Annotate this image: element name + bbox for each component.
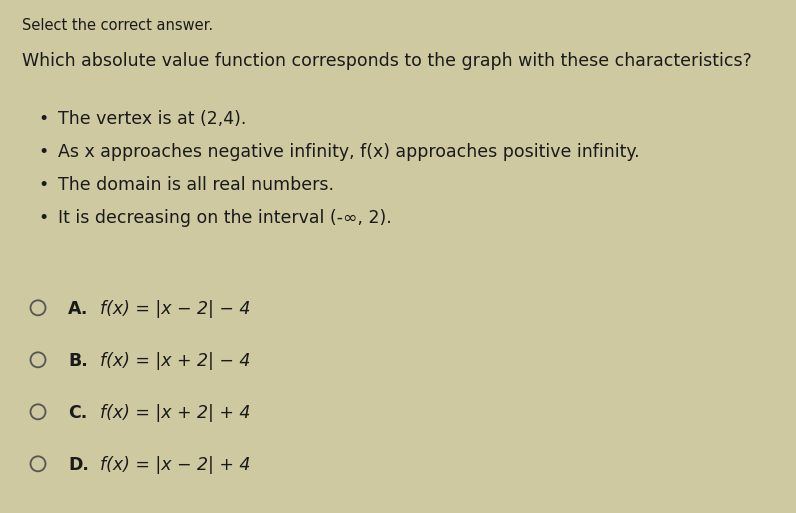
Text: It is decreasing on the interval (-∞, 2).: It is decreasing on the interval (-∞, 2)… bbox=[58, 209, 392, 227]
Text: A.: A. bbox=[68, 300, 88, 318]
Text: f(x) = |x − 2| + 4: f(x) = |x − 2| + 4 bbox=[100, 456, 251, 474]
Text: •: • bbox=[38, 209, 49, 227]
Text: C.: C. bbox=[68, 404, 88, 422]
Text: •: • bbox=[38, 176, 49, 194]
Text: The domain is all real numbers.: The domain is all real numbers. bbox=[58, 176, 334, 194]
Text: f(x) = |x − 2| − 4: f(x) = |x − 2| − 4 bbox=[100, 300, 251, 318]
Text: The vertex is at (2,4).: The vertex is at (2,4). bbox=[58, 110, 247, 128]
Text: B.: B. bbox=[68, 352, 88, 370]
Text: Select the correct answer.: Select the correct answer. bbox=[22, 18, 213, 33]
Text: f(x) = |x + 2| − 4: f(x) = |x + 2| − 4 bbox=[100, 352, 251, 370]
Text: As x approaches negative infinity, f(x) approaches positive infinity.: As x approaches negative infinity, f(x) … bbox=[58, 143, 640, 161]
Text: •: • bbox=[38, 143, 49, 161]
Text: •: • bbox=[38, 110, 49, 128]
Text: D.: D. bbox=[68, 456, 89, 474]
Text: f(x) = |x + 2| + 4: f(x) = |x + 2| + 4 bbox=[100, 404, 251, 422]
Text: Which absolute value function corresponds to the graph with these characteristic: Which absolute value function correspond… bbox=[22, 52, 751, 70]
